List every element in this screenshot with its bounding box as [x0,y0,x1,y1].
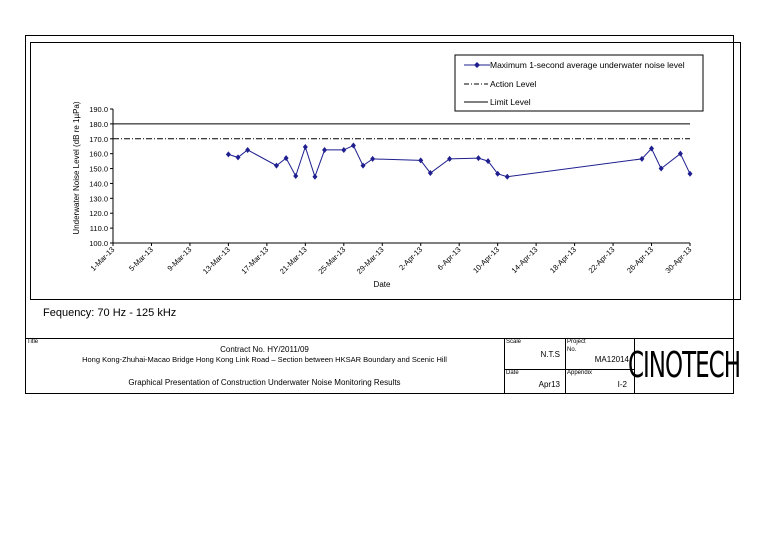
data-point [341,146,347,153]
data-point [649,145,655,152]
data-point [235,154,241,161]
y-tick-label: 190.0 [89,105,108,114]
x-tick-label: 13-Mar-13 [201,245,232,276]
legend-action-label: Action Level [490,79,536,89]
data-point [245,146,251,153]
data-point [418,157,424,164]
title-col-divider-3 [634,338,635,394]
appendix-value: I-2 [617,380,627,389]
x-tick-label: 25-Mar-13 [316,245,347,276]
legend-limit-label: Limit Level [490,97,531,107]
tick-labels: 100.0 110.0 120.0 130.0 140.0 150.0 160.0 170.0… [89,105,694,276]
y-tick-label: 120.0 [89,209,108,218]
date-label: Date [506,370,519,376]
data-point [427,170,433,177]
data-point [485,158,491,165]
series-line [228,144,691,179]
data-point [322,146,328,153]
data-point [677,150,683,157]
data-point [495,170,501,177]
reference-lines [113,123,690,140]
scale-label: Scale [506,339,522,345]
data-point [475,155,481,162]
x-tick-label: 2-Apr-13 [397,245,424,272]
data-point [283,155,289,162]
legend-box [454,54,704,112]
chart-area [30,42,741,300]
appendix-label: Appendix [567,370,593,376]
data-point [273,162,279,169]
y-tick-label: 170.0 [89,135,108,144]
title-label: Title [27,339,39,345]
presentation-line: Graphical Presentation of Construction U… [128,378,401,387]
noise-series [225,142,693,180]
legend-series-marker [474,62,480,68]
chart-axes [110,108,691,246]
scale-value: N.T.S [540,350,560,359]
project-label: Project [567,339,586,345]
x-tick-label: 9-Mar-13 [165,245,193,273]
data-point [504,173,510,180]
data-point [687,170,693,177]
date-value: Apr13 [538,380,560,389]
x-tick-label: 26-Apr-13 [625,245,655,275]
frequency-note: Fequency: 70 Hz - 125 kHz [43,307,177,319]
title-col-divider-2 [565,338,566,394]
data-point [639,155,645,162]
data-point [302,143,308,150]
data-point [658,165,664,172]
data-point [360,162,366,169]
project-number: MA12014 [594,355,629,364]
x-tick-label: 6-Apr-13 [436,245,463,272]
data-point [447,155,453,162]
x-tick-label: 18-Apr-13 [548,245,578,275]
legend-series-label: Maximum 1-second average underwater nois… [490,60,685,70]
contract-line: Contract No. HY/2011/09 [220,345,309,354]
y-tick-label: 150.0 [89,165,108,174]
project-line: Hong Kong-Zhuhai-Macao Bridge Hong Kong … [82,355,447,364]
y-axis-label: Underwater Noise Level (dB re 1µPa) [72,101,81,234]
title-col-divider-1 [504,338,505,394]
x-tick-label: 10-Apr-13 [471,245,501,275]
y-tick-label: 180.0 [89,120,108,129]
y-tick-label: 110.0 [90,224,108,233]
data-point [293,173,299,179]
legend: Maximum 1-second average underwater nois… [454,54,704,112]
x-tick-label: 5-Mar-13 [127,245,155,273]
x-tick-label: 1-Mar-13 [89,245,117,273]
y-tick-label: 140.0 [89,179,108,188]
y-tick-label: 130.0 [89,194,108,203]
x-axis-label: Date [374,280,391,289]
data-point [225,151,231,158]
data-point [370,155,376,162]
y-tick-label: 160.0 [89,150,108,159]
data-point [350,142,356,149]
x-tick-label: 22-Apr-13 [587,245,617,275]
title-row-divider [504,369,634,370]
drawing-frame [25,35,734,394]
x-tick-label: 29-Mar-13 [355,245,386,276]
x-tick-label: 30-Apr-13 [663,245,693,275]
no-label: No. [567,347,577,353]
data-point [312,173,318,180]
x-tick-label: 21-Mar-13 [278,245,309,276]
x-tick-label: 14-Apr-13 [510,245,540,275]
y-tick-label: 100.0 [89,239,108,248]
cinotech-logo: CINOTECH [627,345,741,387]
x-tick-label: 17-Mar-13 [239,245,270,276]
title-divider [25,338,734,339]
